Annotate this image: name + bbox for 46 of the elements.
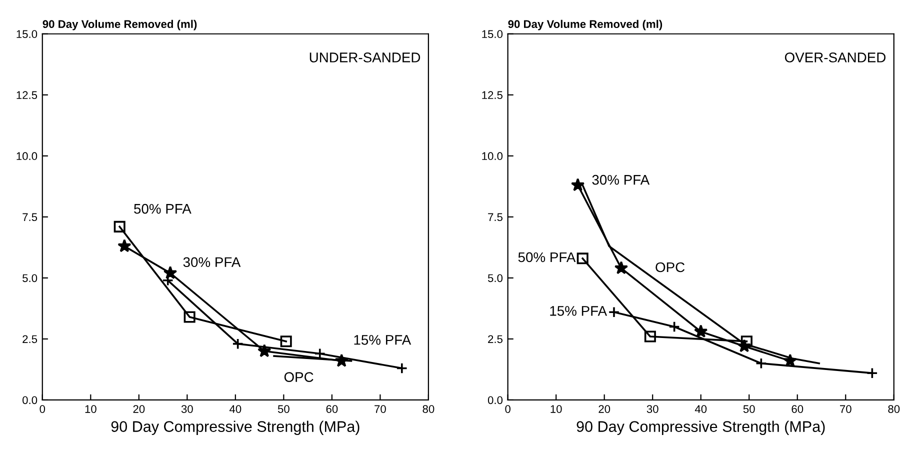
text: UNDER-SANDED	[310, 52, 420, 62]
x-axis-title: 90 Day Compressive Strength (MPa)	[111, 420, 360, 435]
x-tick-label: 50	[278, 405, 290, 413]
x-tick-label: 30	[181, 405, 193, 413]
y-tick-label: 12.5	[482, 91, 502, 100]
series-label: 30% PFA	[592, 174, 650, 185]
x-tick-label: 60	[326, 405, 338, 413]
y-tick-label: 15.0	[482, 30, 503, 38]
y-tick-label: 10.0	[16, 152, 38, 160]
x-tick-label: 10	[85, 405, 96, 413]
y-tick-label: 7.5	[22, 213, 38, 222]
series-label: 15% PFA	[550, 306, 608, 316]
series-label: 30% PFA	[183, 257, 241, 268]
y-tick-label: 5.0	[488, 274, 503, 282]
y-tick-label: 12.5	[16, 91, 38, 100]
series-label: 50% PFA	[134, 204, 192, 214]
y-tick-label: 0.0	[22, 396, 38, 404]
y-tick-label: 2.5	[488, 335, 502, 344]
y-axis-title: 90 Day Volume Removed (ml)	[508, 20, 662, 30]
y-axis-title: 90 Day Volume Removed (ml)	[42, 20, 197, 30]
x-axis-title: 90 Day Compressive Strength (MPa)	[576, 420, 825, 435]
x-tick-label: 40	[694, 405, 707, 413]
y-tick-label: 2.5	[22, 335, 38, 344]
series-label: 50% PFA	[518, 252, 576, 262]
y-tick-label: 10.0	[482, 152, 503, 160]
y-tick-label: 15.0	[16, 30, 38, 38]
x-tick-label: 20	[133, 405, 145, 413]
x-tick-label: 30	[646, 405, 658, 413]
series-label: 15% PFA	[354, 335, 412, 345]
y-tick-label: 5.0	[22, 274, 38, 282]
text: OVER-SANDED	[784, 52, 886, 62]
series-label: OPC	[656, 262, 685, 272]
x-tick-label: 50	[743, 405, 755, 413]
x-tick-label: 80	[888, 405, 900, 413]
x-tick-label: 40	[230, 405, 242, 413]
x-tick-label: 20	[598, 405, 610, 413]
x-tick-label: 60	[792, 405, 804, 413]
x-tick-label: 70	[840, 405, 852, 413]
x-tick-label: 70	[374, 405, 386, 413]
x-tick-label: 0	[40, 405, 46, 413]
x-tick-label: 0	[505, 405, 510, 413]
x-tick-label: 80	[422, 405, 434, 413]
series-label: OPC	[284, 372, 314, 382]
x-tick-label: 10	[550, 405, 562, 413]
y-tick-label: 7.5	[488, 213, 502, 222]
y-tick-label: 0.0	[488, 396, 503, 404]
